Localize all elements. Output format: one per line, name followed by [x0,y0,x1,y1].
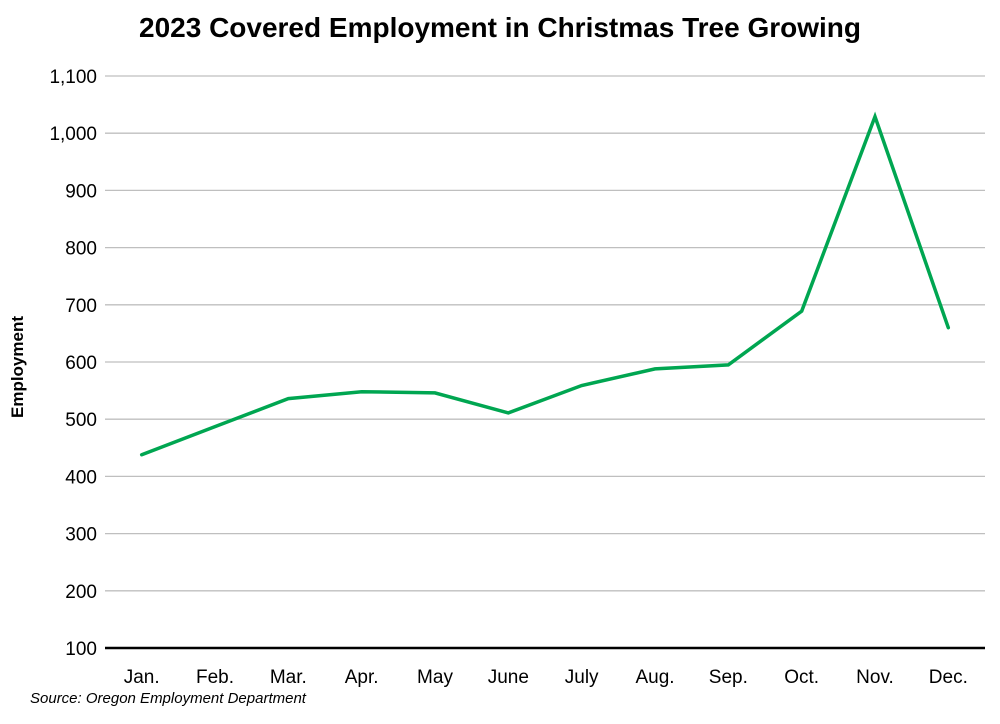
y-tick-label: 1,000 [49,124,97,145]
x-tick-label: Mar. [270,667,307,688]
x-tick-label: July [565,667,599,688]
x-tick-label: June [488,667,529,688]
y-tick-label: 600 [65,353,97,374]
x-tick-label: Apr. [345,667,379,688]
x-tick-label: Aug. [635,667,674,688]
employment-line-series [139,111,951,457]
y-tick-label: 1,100 [49,67,97,88]
x-tick-label: Dec. [929,667,968,688]
x-tick-label: Sep. [709,667,748,688]
y-tick-label: 300 [65,525,97,546]
y-tick-label: 400 [65,467,97,488]
y-tick-label: 700 [65,296,97,317]
chart-title: 2023 Covered Employment in Christmas Tre… [139,12,861,43]
y-tick-label: 200 [65,582,97,603]
x-tick-label: Nov. [856,667,894,688]
y-tick-label: 100 [65,639,97,660]
x-tick-label: Jan. [124,667,160,688]
source-note: Source: Oregon Employment Department [30,690,306,707]
x-tick-label: May [417,667,453,688]
x-tick-label: Oct. [784,667,819,688]
x-tick-label: Feb. [196,667,234,688]
y-tick-label: 900 [65,181,97,202]
y-tick-label: 500 [65,410,97,431]
y-tick-label: 800 [65,239,97,260]
